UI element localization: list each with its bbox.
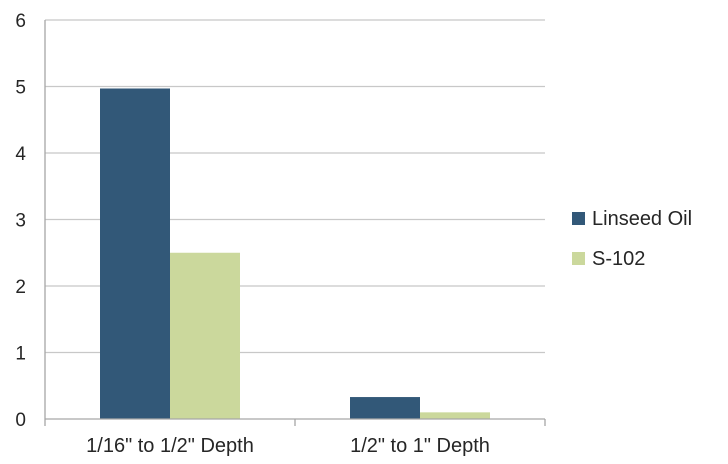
category-labels: 1/16" to 1/2" Depth 1/2" to 1" Depth <box>86 435 490 457</box>
y-tick-label: 2 <box>15 277 26 298</box>
bar-s-102-0 <box>170 252 240 419</box>
y-tick-labels: 0 1 2 3 4 5 6 <box>15 11 26 431</box>
category-label: 1/2" to 1" Depth <box>350 435 490 457</box>
y-tick-label: 6 <box>15 11 26 32</box>
y-tick-label: 3 <box>15 211 26 232</box>
bars <box>100 88 490 420</box>
legend-swatch-0 <box>572 212 585 225</box>
y-tick-label: 1 <box>15 344 26 365</box>
legend-label: S-102 <box>592 248 645 270</box>
y-tick-label: 0 <box>15 410 26 431</box>
legend: Linseed Oil S-102 <box>572 208 692 270</box>
y-tick-label: 4 <box>15 144 26 165</box>
bar-linseed-oil-0 <box>100 88 170 420</box>
bar-s-102-1 <box>420 412 490 419</box>
legend-swatch-1 <box>572 252 585 265</box>
bar-linseed-oil-1 <box>350 397 420 419</box>
category-label: 1/16" to 1/2" Depth <box>86 435 254 457</box>
y-tick-label: 5 <box>15 78 26 99</box>
axes <box>44 20 546 426</box>
legend-label: Linseed Oil <box>592 208 692 230</box>
